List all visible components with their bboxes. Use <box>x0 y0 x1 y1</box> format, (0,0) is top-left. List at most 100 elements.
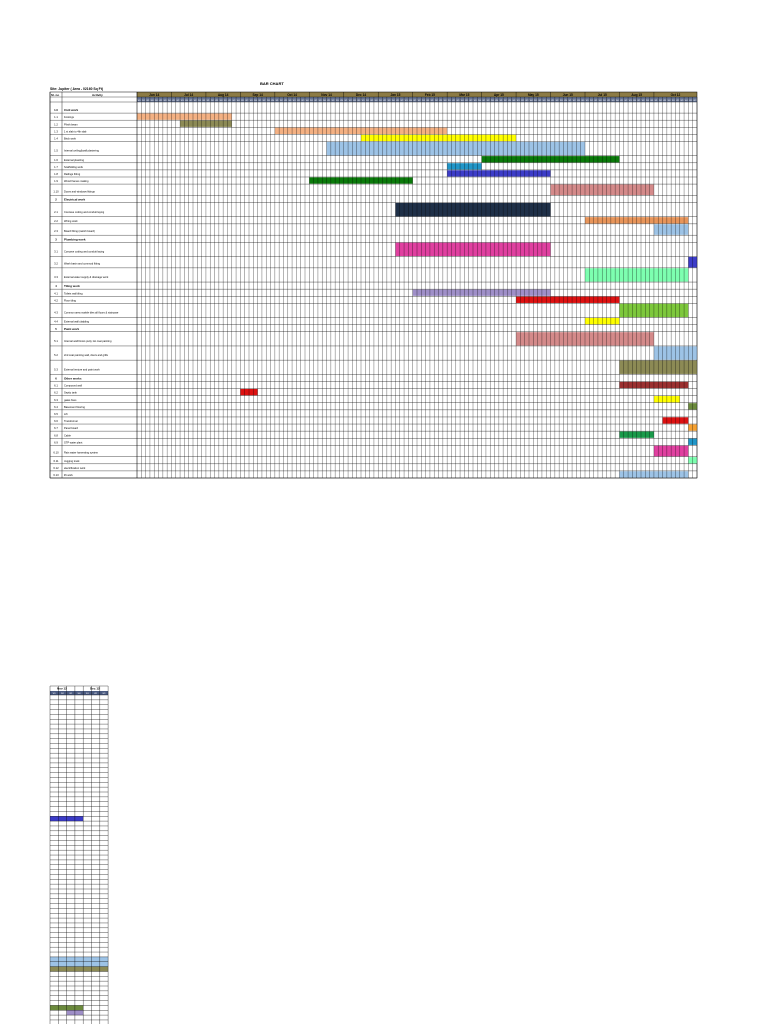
activity-label: Panel board <box>64 426 79 430</box>
row-number: 1.5 <box>54 149 58 153</box>
week-label: W1 <box>448 100 451 102</box>
week-label: W4 <box>530 100 533 102</box>
week-label: W4 <box>323 100 326 102</box>
row-number: 3.2 <box>54 262 58 266</box>
page2-bar <box>50 961 109 967</box>
week-label: W4 <box>392 100 395 102</box>
week-label: W3 <box>422 100 425 102</box>
row-number: 3 <box>55 237 57 241</box>
week-label: W4 <box>685 100 688 102</box>
activity-label: Brick work <box>64 137 77 141</box>
month-label: Jul 14 <box>184 93 193 97</box>
row-number: 2.1 <box>54 210 58 214</box>
week-label: W1 <box>258 100 261 102</box>
row-number: 2.3 <box>54 229 58 233</box>
page2-bar <box>50 966 109 972</box>
week-label: W4 <box>426 100 429 102</box>
row-number: 6.1 <box>54 384 58 388</box>
header-sno: Sl. no <box>51 93 59 97</box>
page2-week-label: W1 <box>53 693 56 695</box>
row-number: 6.9 <box>54 440 58 444</box>
activity-label: Common area marble tiles all floors & st… <box>64 311 119 315</box>
week-label: W1 <box>224 100 227 102</box>
row-number: 4.3 <box>54 311 58 315</box>
row-number: 6 <box>55 376 57 380</box>
activity-label: Internal wall Doors putty 1st coat paint… <box>64 339 112 343</box>
week-label: W4 <box>650 100 653 102</box>
month-label: Sep 14 <box>252 93 263 97</box>
activity-label: Toilets wall tiling <box>64 291 83 295</box>
activity-label: Doors and windows fittings <box>64 189 96 193</box>
week-label: W1 <box>138 100 141 102</box>
week-label: W3 <box>594 100 597 102</box>
row-number: 6.11 <box>53 459 59 463</box>
page2-month-label: Dec 12 <box>90 687 100 691</box>
page2-week-label: W3 <box>69 693 72 695</box>
week-label: W3 <box>250 100 253 102</box>
month-label: May 15 <box>528 93 539 97</box>
section-title: Tiling work <box>64 284 80 288</box>
week-label: W2 <box>211 100 214 102</box>
month-header-band <box>137 92 697 97</box>
week-label: W2 <box>469 100 472 102</box>
month-label: Apr 15 <box>494 93 504 97</box>
week-label: W3 <box>560 100 563 102</box>
site-label: Site: Jupiter ( Area - 02160 Sq Ft) <box>50 87 104 91</box>
header-activity: Activity <box>92 93 103 97</box>
week-label: W1 <box>569 100 572 102</box>
week-label: W3 <box>319 100 322 102</box>
row-number: 6.5 <box>54 412 58 416</box>
week-label: W3 <box>457 100 460 102</box>
week-label: W2 <box>349 100 352 102</box>
week-label: W1 <box>431 100 434 102</box>
row-number: 5.3 <box>54 367 58 371</box>
week-label: W3 <box>181 100 184 102</box>
week-label: W4 <box>478 100 481 102</box>
week-label: W3 <box>577 100 580 102</box>
month-label: Mar 15 <box>459 93 469 97</box>
week-label: W1 <box>172 100 175 102</box>
week-label: W1 <box>413 100 416 102</box>
week-label: W4 <box>375 100 378 102</box>
week-label: W4 <box>202 100 205 102</box>
week-label: W3 <box>336 100 339 102</box>
month-label: Feb 15 <box>425 93 435 97</box>
activity-label: Wash basin and commod fitting <box>64 262 101 266</box>
week-label: W3 <box>508 100 511 102</box>
week-label: W2 <box>659 100 662 102</box>
week-label: W3 <box>681 100 684 102</box>
row-number: 4.1 <box>54 291 58 295</box>
week-label: W2 <box>228 100 231 102</box>
week-label: W3 <box>284 100 287 102</box>
week-label: W2 <box>693 100 696 102</box>
week-label: W1 <box>379 100 382 102</box>
week-label: W1 <box>396 100 399 102</box>
week-label: W1 <box>637 100 640 102</box>
page2-week-band <box>50 691 109 695</box>
week-label: W1 <box>517 100 520 102</box>
row-number: 1.10 <box>53 189 59 193</box>
row-number: 4.2 <box>54 298 58 302</box>
week-label: W1 <box>465 100 468 102</box>
month-label: Oct 12 <box>671 93 681 97</box>
page2-month-label: Nov 12 <box>57 687 67 691</box>
week-label: W2 <box>159 100 162 102</box>
section-title: Paint work <box>64 327 80 331</box>
row-number: 6.7 <box>54 426 58 430</box>
week-label: W2 <box>521 100 524 102</box>
page-title: BAR CHART <box>260 81 284 86</box>
week-label: W1 <box>345 100 348 102</box>
week-label: W3 <box>301 100 304 102</box>
row-number: 3.3 <box>54 275 58 279</box>
week-label: W4 <box>151 100 154 102</box>
activity-label: gates fixes <box>64 398 77 402</box>
activity-label: External wall cladding <box>64 320 90 324</box>
activity-label: Internal ceiling&wall plastering <box>64 149 99 153</box>
week-label: W3 <box>543 100 546 102</box>
week-label: W2 <box>142 100 145 102</box>
row-number: 6.2 <box>54 391 58 395</box>
week-label: W3 <box>491 100 494 102</box>
week-label: W2 <box>245 100 248 102</box>
row-number: 1.8 <box>54 172 58 176</box>
week-label: W1 <box>327 100 330 102</box>
